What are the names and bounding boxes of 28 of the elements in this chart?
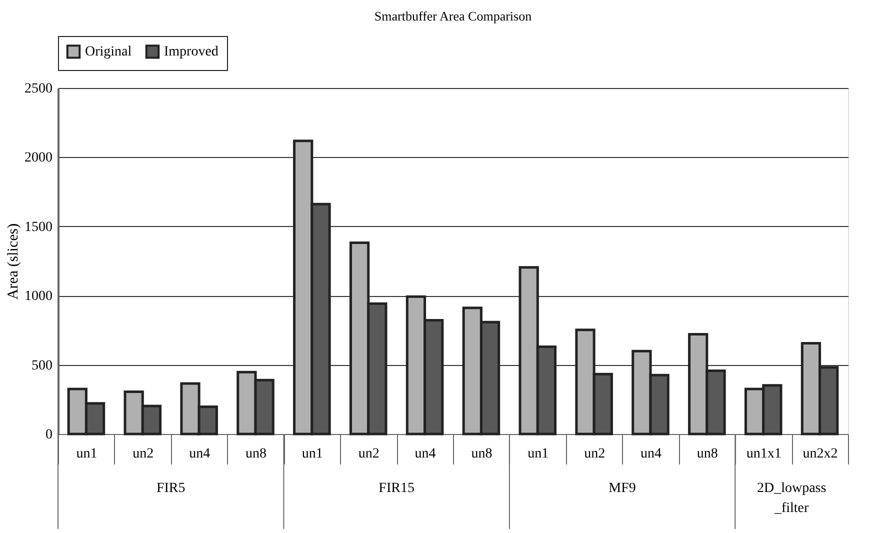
x-tick-label: un1 xyxy=(76,446,98,462)
text: MF9 xyxy=(608,481,636,496)
x-tick-label: un2 xyxy=(584,446,606,462)
x-tick-label: un4 xyxy=(640,446,662,462)
x-tick-label: un2x2 xyxy=(802,446,838,462)
x-tick-label: un4 xyxy=(414,446,436,462)
x-tick-label: un4 xyxy=(189,446,210,462)
y-tick-label: 0 xyxy=(46,428,52,442)
y-tick-label: 2500 xyxy=(24,82,52,96)
y-axis-title: Area (slices) xyxy=(6,223,22,300)
y-tick-label: 2000 xyxy=(24,150,52,166)
x-tick-label: un2 xyxy=(358,446,380,462)
x-tick-label: un8 xyxy=(246,446,266,462)
x-tick-label: un1 xyxy=(528,446,549,462)
x-tick-label: un8 xyxy=(471,446,492,462)
x-tick-label: un8 xyxy=(696,446,718,462)
y-tick-label: 1500 xyxy=(24,220,52,235)
chart-title: Smartbuffer Area Comparison xyxy=(374,8,532,24)
x-tick-label: un2 xyxy=(132,446,154,462)
legend-label: Original xyxy=(85,44,132,60)
y-tick-label: 500 xyxy=(32,358,52,374)
legend-label: Improved xyxy=(164,44,218,60)
y-tick-label: 1000 xyxy=(24,289,52,304)
x-tick-label: un1x1 xyxy=(746,446,782,462)
text: 2D_lowpass _filter xyxy=(756,481,826,516)
x-tick-label: un1 xyxy=(302,446,323,462)
text: FIR5 xyxy=(156,481,186,496)
text: FIR15 xyxy=(378,481,414,496)
